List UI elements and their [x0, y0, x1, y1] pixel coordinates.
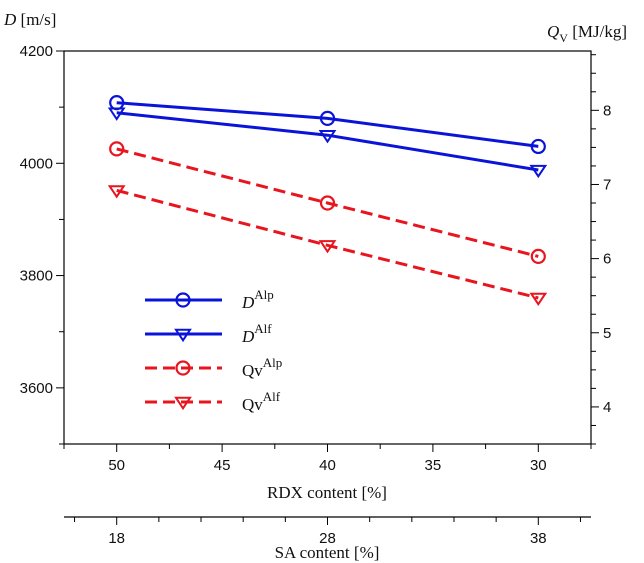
- x-tick-label: 45: [214, 457, 231, 474]
- legend-marker-qv-alf: [174, 396, 192, 411]
- data-point-qv-alp: [109, 141, 125, 157]
- left-axis-title: D [m/s]: [3, 10, 56, 29]
- x-tick-label: 30: [530, 457, 547, 474]
- y-right-tick-label: 6: [603, 251, 611, 268]
- data-point-d-alp: [319, 110, 336, 126]
- y-left-tick-label: 4000: [20, 155, 53, 172]
- series-line-qv-alp: [116, 147, 539, 258]
- x-axis-title: RDX content [%]: [267, 483, 387, 502]
- data-point-qv-alf: [107, 185, 126, 199]
- data-point-d-alf: [318, 130, 337, 144]
- y-left-tick-label: 3800: [20, 268, 53, 285]
- x-tick-label: 40: [319, 457, 336, 474]
- legend-label-d-alp: DAlp: [241, 287, 274, 312]
- x-tick-label: 50: [108, 457, 125, 474]
- data-point-qv-alp: [530, 248, 546, 264]
- data-point-qv-alp: [319, 195, 336, 211]
- legend-marker-qv-alp: [175, 360, 191, 376]
- x-tick-label: 35: [425, 457, 442, 474]
- y-right-tick-label: 8: [603, 102, 611, 119]
- y-left-tick-label: 3600: [20, 380, 53, 397]
- y-left-tick-label: 4200: [20, 43, 53, 60]
- legend-label-qv-alp: QvAlp: [242, 355, 282, 380]
- series-line-d-alp: [116, 101, 539, 148]
- secondary-x-axis-title: SA content [%]: [275, 543, 380, 562]
- series-line-d-alf: [116, 111, 539, 172]
- legend-label-qv-alf: QvAlf: [242, 389, 281, 414]
- data-point-d-alf: [107, 107, 126, 121]
- series-line-qv-alf: [116, 188, 539, 300]
- legend-label-d-alf: DAlf: [241, 321, 272, 346]
- y-right-tick-label: 5: [603, 325, 611, 342]
- y-right-tick-label: 7: [603, 176, 611, 193]
- legend-marker-d-alf: [174, 328, 192, 343]
- y-right-tick-label: 4: [603, 399, 611, 416]
- right-axis-title: QV [MJ/kg]: [547, 22, 627, 45]
- x2-tick-label: 18: [108, 530, 125, 547]
- data-point-d-alp: [530, 138, 546, 155]
- data-point-qv-alf: [318, 240, 337, 254]
- x2-tick-label: 38: [530, 530, 547, 547]
- data-point-qv-alf: [529, 292, 548, 307]
- plot-frame: [63, 50, 592, 445]
- legend-marker-d-alp: [175, 292, 191, 308]
- data-point-d-alf: [529, 164, 548, 179]
- x2-tick-label: 28: [319, 530, 336, 547]
